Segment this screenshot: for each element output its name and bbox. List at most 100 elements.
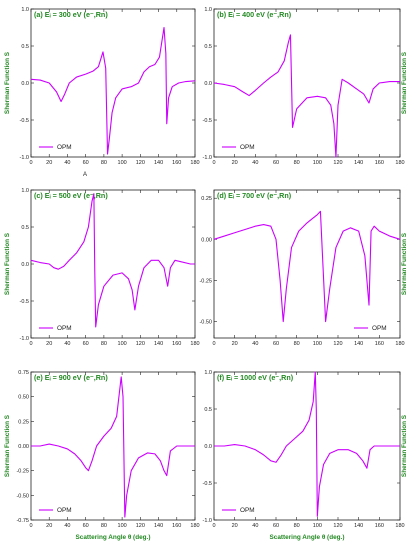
plot-frame xyxy=(30,189,196,339)
y-tick-label: 1.0 xyxy=(21,7,29,13)
series-line-opm xyxy=(214,371,400,517)
y-tick-label: -0.50 xyxy=(16,493,29,499)
x-tick-label: 80 xyxy=(294,523,300,529)
plot-frame xyxy=(30,371,196,521)
x-axis-label: Scattering Angle θ (deg.) xyxy=(270,534,345,541)
y-tick-label: -0.25 xyxy=(16,469,29,475)
series-line-opm xyxy=(30,26,196,155)
x-tick-label: 40 xyxy=(252,523,258,529)
y-tick-label: 0.50 xyxy=(18,395,29,401)
panel-c: 0 20 40 60 80 100 120 140 160 180 -1.0 -0.5 0.0 0.5 1.… xyxy=(4,188,200,347)
x-tick-label: 60 xyxy=(83,341,89,347)
x-tick-label: 0 xyxy=(212,160,215,166)
x-tick-label: 80 xyxy=(101,160,107,166)
x-tick-label: 0 xyxy=(212,523,215,529)
x-tick-label: 60 xyxy=(83,160,89,166)
y-tick-label: -0.5 xyxy=(20,118,29,124)
y-tick-label: 0.0 xyxy=(21,81,29,87)
x-tick-label: 160 xyxy=(172,523,181,529)
y-tick-label: 0.00 xyxy=(201,237,212,243)
panel-title: (b) Eᵢ = 400 eV (e⁻,Rn) xyxy=(217,10,292,19)
y-tick-label: -1.0 xyxy=(203,155,212,161)
y-axis-label: Sherman Function S xyxy=(4,414,11,477)
series-line-opm xyxy=(213,210,401,323)
y-tick-label: 0.5 xyxy=(204,407,212,413)
x-tick-label: 100 xyxy=(118,160,127,166)
x-tick-label: 80 xyxy=(101,523,107,529)
legend-label: OPM xyxy=(57,507,72,514)
y-tick-label: 0.25 xyxy=(201,196,212,202)
y-tick-label: -1.0 xyxy=(20,336,29,342)
y-tick-label: -0.75 xyxy=(16,518,29,524)
x-tick-label: 20 xyxy=(232,523,238,529)
x-tick-label: 140 xyxy=(354,523,363,529)
x-tick-label: 140 xyxy=(354,160,363,166)
x-tick-label: 0 xyxy=(29,341,32,347)
y-axis-label: Sherman Function S xyxy=(4,51,11,114)
x-tick-label: 180 xyxy=(395,523,404,529)
y-tick-label: 0.0 xyxy=(204,444,212,450)
y-tick-label: -0.5 xyxy=(203,118,212,124)
x-tick-label: 120 xyxy=(333,523,342,529)
y-axis-label: Sherman Function S xyxy=(401,414,408,477)
x-tick-label: 20 xyxy=(232,160,238,166)
legend-label: OPM xyxy=(372,325,387,332)
x-tick-label: 0 xyxy=(29,160,32,166)
panel-title: (d) Eᵢ = 700 eV (e⁻,Rn) xyxy=(217,191,292,200)
x-tick-label: 140 xyxy=(354,341,363,347)
y-tick-label: 0.5 xyxy=(21,225,29,231)
y-tick-label: -0.5 xyxy=(203,481,212,487)
x-tick-label: 120 xyxy=(333,341,342,347)
x-tick-label: 40 xyxy=(252,160,258,166)
x-tick-label: 120 xyxy=(136,160,145,166)
plot-frame xyxy=(30,8,196,158)
x-tick-label: 120 xyxy=(136,523,145,529)
x-tick-label: 180 xyxy=(190,523,199,529)
y-tick-label: 0.5 xyxy=(204,44,212,50)
x-tick-label: 100 xyxy=(313,523,322,529)
x-tick-label: 160 xyxy=(375,341,384,347)
x-tick-label: 100 xyxy=(118,523,127,529)
x-tick-label: 80 xyxy=(294,160,300,166)
x-tick-label: 100 xyxy=(313,341,322,347)
y-tick-label: -1.0 xyxy=(20,155,29,161)
x-tick-label: 40 xyxy=(64,523,70,529)
y-axis-label: Sherman Function S xyxy=(401,51,408,114)
x-tick-label: 20 xyxy=(46,523,52,529)
y-tick-label: 0.75 xyxy=(18,370,29,376)
panel-title: (f) Eᵢ = 1000 eV (e⁻,Rn) xyxy=(217,373,294,382)
x-tick-label: 60 xyxy=(273,523,279,529)
panel-title: (c) Eᵢ = 500 eV (e⁻,Rn) xyxy=(34,191,108,200)
y-tick-label: 1.0 xyxy=(204,7,212,13)
panel-title: (e) Eᵢ = 900 eV (e⁻,Rn) xyxy=(34,373,108,382)
panel-f: 0 20 40 60 80 100 120 140 160 180 -1.0 -0.5 0.0 0.5 1.… xyxy=(203,370,408,541)
panel-b: 0 20 40 60 80 100 120 140 160 180 -1.0 -0.5 0.0 0.5 1.… xyxy=(203,7,408,166)
legend-label: OPM xyxy=(57,325,72,332)
y-tick-label: 0.0 xyxy=(21,262,29,268)
panel-d: 0 20 40 60 80 100 120 140 160 180 -0.50 -0.25 0.00 0.… xyxy=(199,189,408,347)
x-tick-label: 20 xyxy=(232,341,238,347)
x-tick-label: 0 xyxy=(212,341,215,347)
y-tick-label: -0.5 xyxy=(20,299,29,305)
y-axis-label: Sherman Function S xyxy=(401,232,408,295)
x-axis-label: Scattering Angle θ (deg.) xyxy=(76,534,151,541)
x-tick-label: 0 xyxy=(29,523,32,529)
x-tick-label: 20 xyxy=(46,341,52,347)
x-tick-label: 60 xyxy=(273,160,279,166)
x-tick-label: 40 xyxy=(64,160,70,166)
x-tick-label: 180 xyxy=(395,341,404,347)
y-tick-label: 1.0 xyxy=(204,370,212,376)
y-tick-label: 0.0 xyxy=(204,81,212,87)
plot-frame xyxy=(213,189,401,339)
x-tick-label: 120 xyxy=(333,160,342,166)
x-tick-label: 140 xyxy=(154,160,163,166)
x-tick-label: 20 xyxy=(46,160,52,166)
x-tick-label: 180 xyxy=(190,341,199,347)
x-tick-label: 60 xyxy=(273,341,279,347)
x-tick-label: 140 xyxy=(154,341,163,347)
series-line-opm xyxy=(31,376,195,518)
x-tick-label: 80 xyxy=(294,341,300,347)
x-tick-label: 140 xyxy=(154,523,163,529)
x-tick-label: 100 xyxy=(313,160,322,166)
y-tick-label: 0.5 xyxy=(21,44,29,50)
